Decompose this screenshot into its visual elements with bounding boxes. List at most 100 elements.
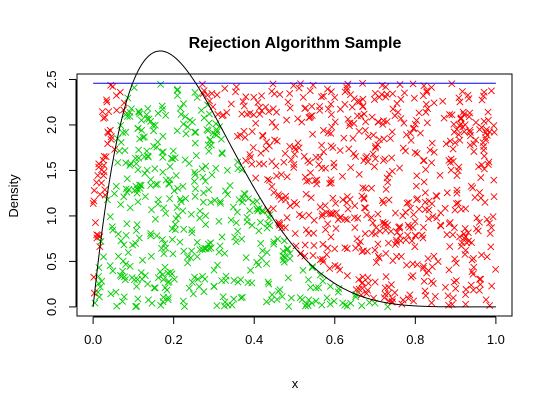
rejected-point [414, 195, 422, 203]
rejected-point [404, 231, 412, 239]
accepted-point [140, 133, 148, 141]
rejected-point [410, 297, 418, 305]
accepted-point [192, 152, 200, 160]
accepted-point [129, 241, 137, 249]
accepted-point [135, 154, 143, 162]
rejected-point [469, 286, 477, 294]
rejected-point [327, 176, 335, 184]
accepted-point [153, 143, 161, 151]
rejected-point [344, 115, 352, 123]
rejected-point [475, 218, 483, 226]
accepted-point [200, 114, 208, 122]
rejected-point [420, 156, 428, 164]
accepted-point [117, 200, 125, 208]
rejected-point [341, 244, 349, 252]
rejected-point [290, 163, 298, 171]
rejected-point [411, 217, 419, 226]
rejected-point [250, 93, 258, 101]
rejected-point [324, 105, 332, 113]
accepted-point [147, 232, 155, 240]
accepted-point [234, 158, 242, 166]
rejected-point [268, 118, 276, 126]
rejected-point [486, 128, 494, 136]
rejected-point [483, 215, 491, 223]
rejected-point [453, 125, 461, 133]
rejected-point [319, 255, 327, 263]
accepted-point [154, 109, 162, 117]
accepted-point [216, 242, 224, 250]
accepted-point [123, 220, 131, 228]
accepted-point [95, 293, 103, 301]
rejected-point [368, 229, 376, 237]
rejected-point [458, 239, 466, 247]
rejected-point [291, 229, 299, 237]
rejected-point [431, 292, 439, 300]
accepted-point [134, 124, 142, 132]
rejected-point [403, 261, 411, 269]
rejected-point [478, 96, 486, 104]
accepted-point [132, 227, 140, 235]
rejected-point [356, 97, 364, 105]
rejected-point [274, 191, 282, 199]
accepted-point [204, 127, 212, 135]
rejected-point [327, 210, 335, 218]
rejected-point [420, 262, 428, 270]
accepted-point [339, 299, 347, 307]
rejected-point [465, 113, 473, 121]
accepted-point [95, 264, 103, 272]
accepted-point [150, 127, 158, 135]
rejected-point [231, 88, 239, 96]
rejected-point [102, 153, 110, 161]
rejected-point [421, 189, 429, 197]
rejected-point [380, 135, 388, 143]
accepted-point [95, 279, 103, 288]
accepted-point [147, 206, 156, 214]
accepted-point [202, 221, 210, 229]
rejected-point [255, 104, 263, 112]
rejected-point [411, 148, 419, 156]
rejected-point [420, 277, 428, 285]
rejected-point [242, 157, 250, 165]
rejected-point [309, 251, 317, 260]
rejected-point [376, 227, 384, 235]
rejected-point [252, 174, 260, 182]
rejected-point [476, 126, 484, 134]
accepted-point [127, 105, 136, 113]
accepted-point [100, 253, 108, 261]
rejected-point [424, 255, 432, 263]
accepted-point [180, 225, 188, 233]
rejected-point [360, 204, 368, 212]
rejected-point [268, 183, 276, 191]
rejected-point [413, 261, 421, 269]
accepted-point [247, 266, 255, 274]
rejected-point [331, 118, 339, 126]
accepted-point [174, 211, 182, 219]
accepted-point [235, 196, 243, 204]
accepted-point [209, 129, 217, 137]
scatter-points [89, 79, 500, 311]
rejected-point [406, 291, 414, 299]
rejected-point [306, 87, 314, 95]
rejected-point [310, 216, 318, 224]
rejected-point [455, 94, 463, 102]
rejected-point [455, 163, 463, 171]
rejected-point [467, 281, 475, 289]
accepted-point [213, 261, 221, 269]
accepted-point [181, 302, 189, 310]
accepted-point [234, 278, 242, 286]
rejected-point [286, 104, 294, 112]
accepted-point [132, 182, 140, 190]
rejected-point [395, 223, 403, 231]
rejected-point [330, 159, 338, 167]
rejected-point [465, 237, 473, 245]
rejected-point [436, 171, 444, 179]
rejected-point [101, 113, 109, 121]
rejected-point [413, 172, 421, 180]
rejected-point [480, 165, 488, 173]
rejected-point [221, 84, 229, 93]
rejected-point [408, 237, 416, 245]
accepted-point [258, 247, 267, 255]
accepted-point [151, 121, 159, 129]
rejected-point [404, 294, 412, 302]
rejected-point [449, 145, 457, 153]
